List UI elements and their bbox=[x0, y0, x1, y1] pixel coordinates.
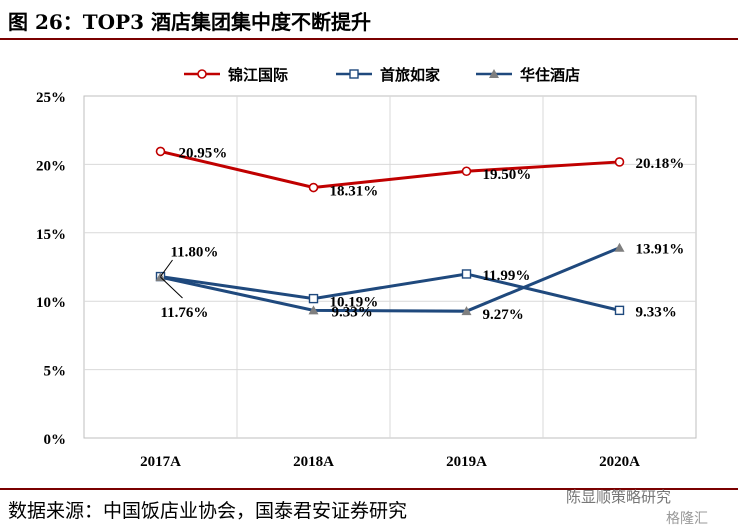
leader-line bbox=[160, 259, 173, 277]
y-tick-label: 10% bbox=[36, 295, 66, 311]
y-tick-label: 20% bbox=[36, 158, 66, 174]
series-point bbox=[461, 269, 472, 279]
source-note: 数据来源：中国饭店业协会，国泰君安证券研究 bbox=[8, 500, 408, 522]
series-point bbox=[308, 305, 319, 315]
y-tick-label: 5% bbox=[44, 364, 67, 380]
series-line bbox=[160, 149, 620, 190]
title-divider bbox=[0, 38, 738, 40]
footer-divider bbox=[0, 488, 738, 490]
legend-label: 华住酒店 bbox=[520, 66, 580, 84]
data-label: 18.31% bbox=[330, 184, 379, 200]
leader-line bbox=[160, 276, 183, 299]
data-label: 13.91% bbox=[636, 242, 685, 258]
series-line bbox=[160, 272, 620, 312]
data-label: 9.33% bbox=[332, 304, 373, 320]
data-label: 20.18% bbox=[636, 156, 685, 172]
x-tick-label: 2019A bbox=[446, 454, 487, 470]
y-axis: 0% 5% 10% 15% 20% 25% bbox=[36, 90, 66, 448]
series-point bbox=[308, 293, 319, 304]
series-point bbox=[461, 166, 472, 177]
line-chart: 锦江国际 首旅如家 华住酒店 0% 5% 10% 15% 20% 25% 2017A 2018A… bbox=[36, 66, 697, 470]
x-tick-label: 2018A bbox=[293, 454, 334, 470]
series-point bbox=[308, 182, 319, 193]
data-label: 9.33% bbox=[636, 304, 677, 320]
y-tick-label: 25% bbox=[36, 90, 66, 106]
figure-title: 图 26：TOP3 酒店集团集中度不断提升 bbox=[8, 10, 372, 34]
legend-marker bbox=[489, 69, 499, 78]
watermark: 陈显顺策略研究 bbox=[566, 488, 672, 506]
chart-legend: 锦江国际 首旅如家 华住酒店 bbox=[184, 66, 580, 84]
x-tick-label: 2020A bbox=[599, 454, 640, 470]
legend-label: 锦江国际 bbox=[228, 66, 288, 84]
data-label: 11.80% bbox=[171, 245, 219, 261]
series-point bbox=[614, 157, 625, 167]
series-lines bbox=[155, 146, 625, 316]
x-axis: 2017A 2018A 2019A 2020A bbox=[140, 454, 640, 470]
data-label: 9.27% bbox=[483, 307, 524, 323]
series-point bbox=[461, 306, 472, 316]
legend-marker bbox=[197, 69, 207, 79]
x-tick-label: 2017A bbox=[140, 454, 181, 470]
data-label: 20.95% bbox=[179, 145, 228, 161]
data-label: 11.76% bbox=[161, 305, 209, 321]
legend-label: 首旅如家 bbox=[380, 66, 440, 84]
series-line bbox=[160, 246, 621, 313]
data-label: 11.99% bbox=[483, 268, 531, 284]
series-point bbox=[614, 305, 625, 316]
y-tick-label: 0% bbox=[44, 432, 67, 448]
data-label: 19.50% bbox=[483, 167, 532, 183]
series-point bbox=[155, 146, 166, 157]
legend-marker bbox=[349, 69, 359, 79]
grid-lines bbox=[84, 96, 696, 438]
y-tick-label: 15% bbox=[36, 227, 66, 243]
series-point bbox=[614, 242, 625, 252]
watermark-secondary: 格隆汇 bbox=[666, 511, 708, 527]
data-labels: 20.95% 18.31% 19.50% 20.18% 11.80% 10.19% 11.9… bbox=[160, 145, 685, 323]
data-label: 10.19% bbox=[330, 295, 379, 311]
